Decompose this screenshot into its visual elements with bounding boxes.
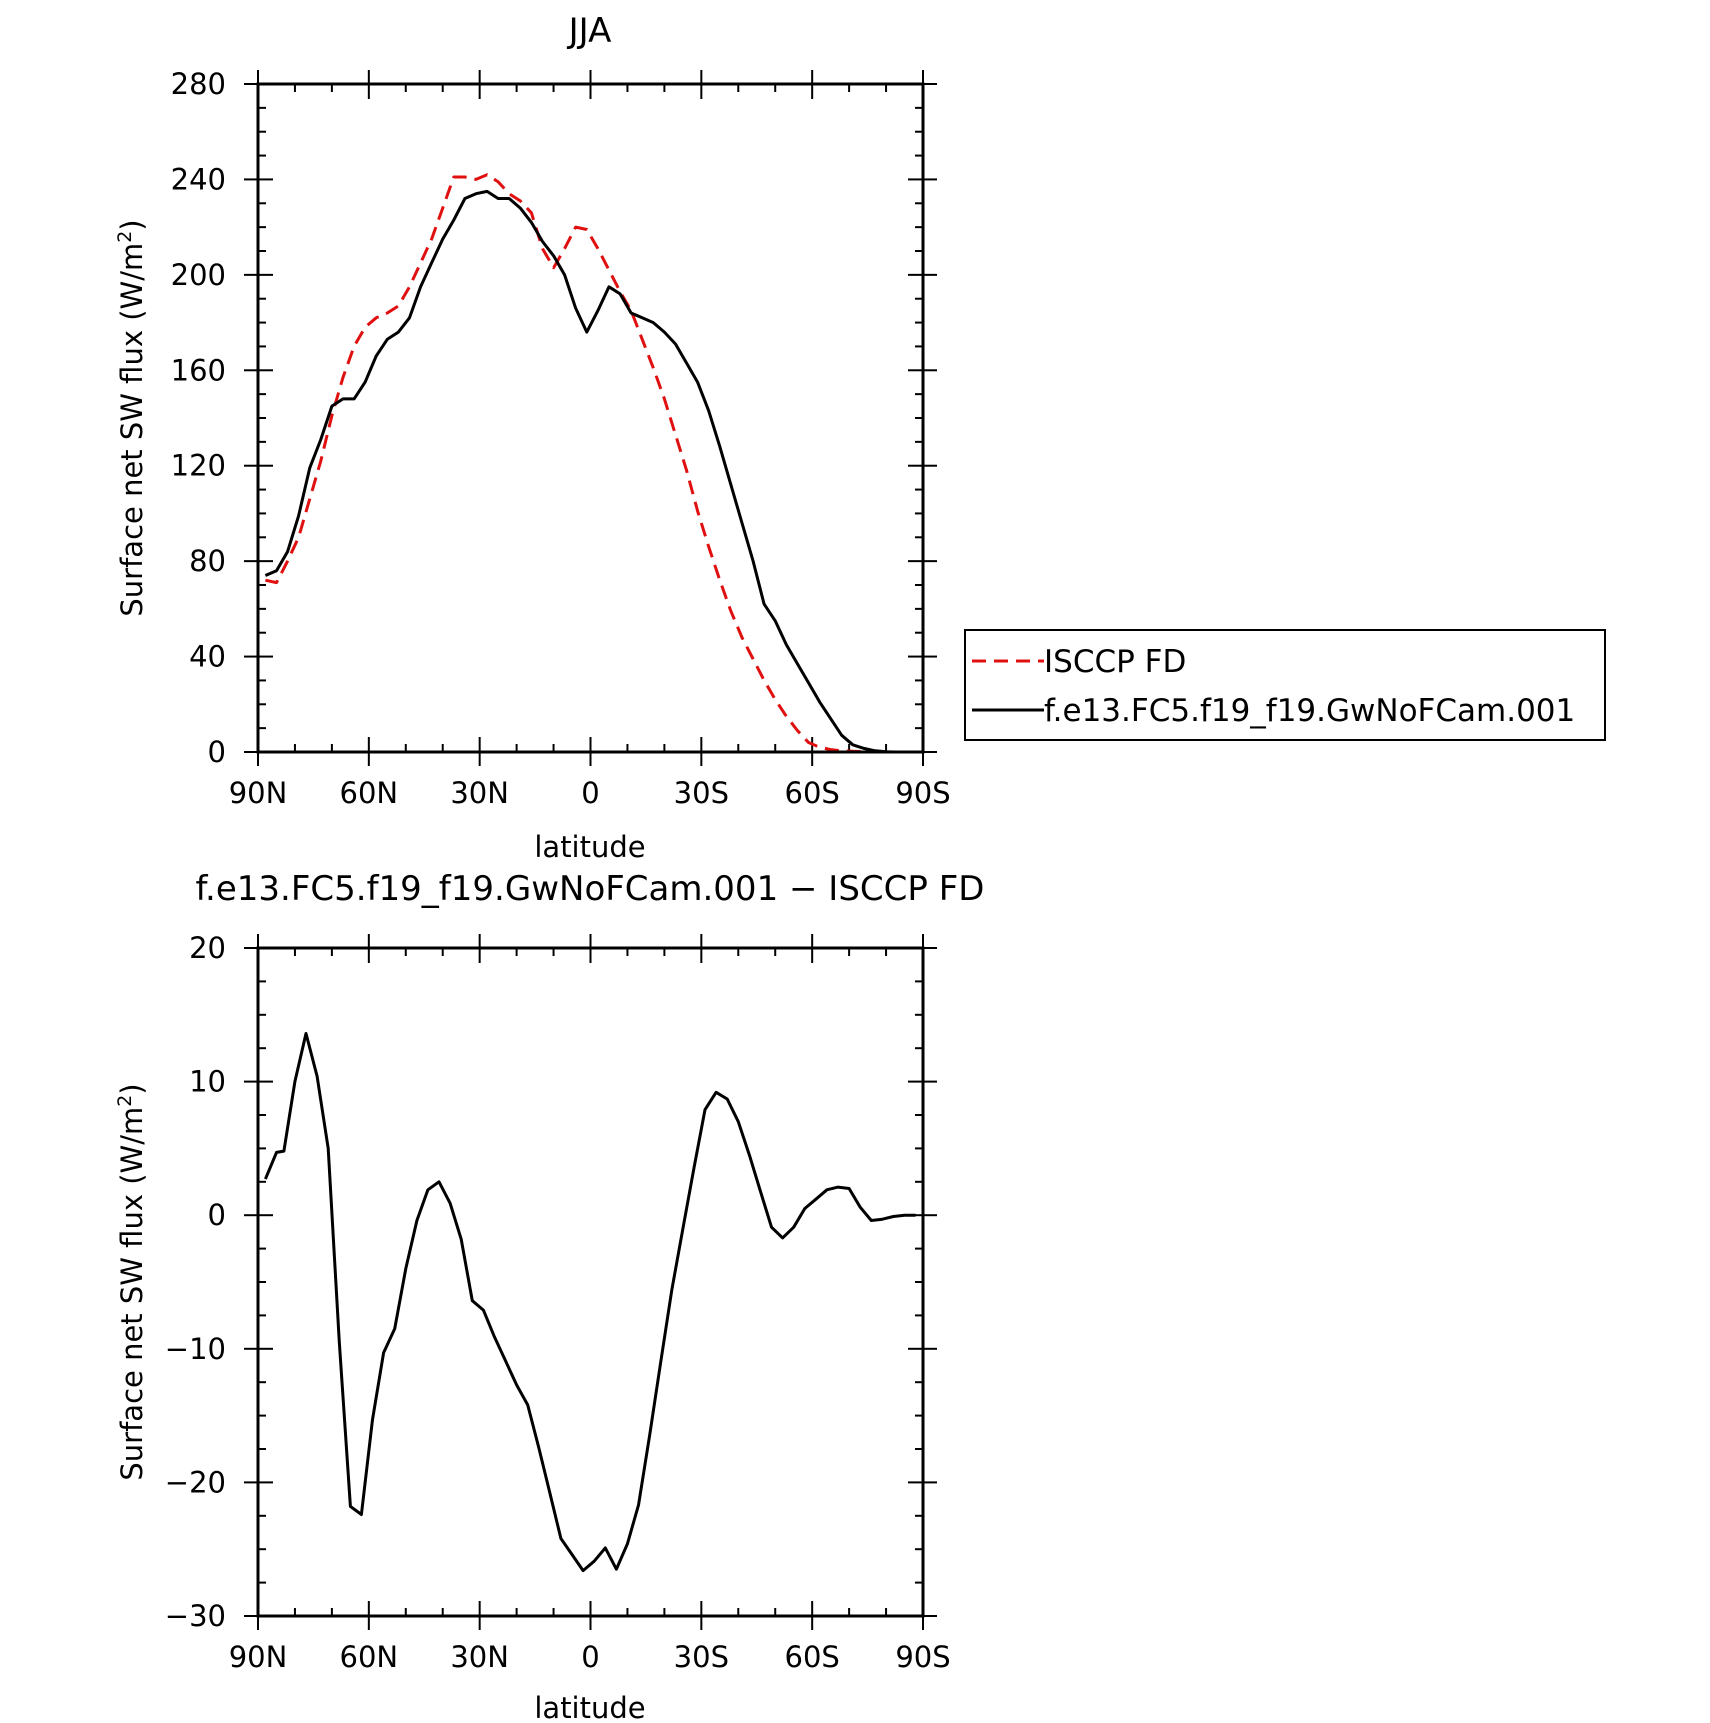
- x-tick-label: 30S: [674, 1640, 729, 1674]
- x-tick-label: 60N: [340, 1640, 399, 1674]
- bottom-plot-frame: [256, 946, 925, 1618]
- bottom-series-group: [264, 1032, 916, 1573]
- x-tick-label: 90N: [229, 776, 288, 810]
- top-x-axis-label: latitude: [534, 830, 645, 864]
- bottom-x-axis-label: latitude: [534, 1691, 645, 1723]
- series-line-model: [264, 189, 916, 754]
- x-tick-label: 60S: [785, 776, 840, 810]
- bottom-tick-labels: 90N 60N 30N 0 30S 60S 90S −30 −20 −10 0 10 20: [165, 931, 951, 1674]
- legend-label-model: f.e13.FC5.f19_f19.GwNoFCam.001: [1044, 693, 1575, 729]
- top-panel: JJA 90N 60N 30N 0 30S 60S 90S 0 40 80 120 160 200 240…: [114, 11, 1606, 864]
- x-tick-label: 0: [581, 776, 599, 810]
- y-tick-label: 40: [189, 640, 226, 674]
- bottom-y-axis-label: Surface net SW flux (W/m2): [114, 1083, 149, 1480]
- x-tick-label: 90N: [229, 1640, 288, 1674]
- y-tick-label: 0: [208, 735, 226, 769]
- x-tick-label: 30N: [450, 776, 509, 810]
- top-tick-marks: [244, 70, 937, 766]
- bottom-tick-marks: [244, 934, 937, 1630]
- series-line-isccp: [265, 173, 916, 754]
- x-tick-label: 90S: [895, 776, 950, 810]
- legend-box: [964, 629, 1606, 741]
- legend-label-isccp: ISCCP FD: [1044, 644, 1186, 680]
- bottom-panel: f.e13.FC5.f19_f19.GwNoFCam.001 − ISCCP F…: [114, 869, 984, 1723]
- y-tick-label: 10: [189, 1065, 226, 1099]
- x-tick-label: 30S: [674, 776, 729, 810]
- bottom-chart-title: f.e13.FC5.f19_f19.GwNoFCam.001 − ISCCP F…: [196, 869, 985, 909]
- y-tick-label: −30: [165, 1599, 226, 1633]
- y-tick-label: 120: [171, 449, 226, 483]
- x-tick-label: 30N: [450, 1640, 509, 1674]
- y-tick-label: −20: [165, 1465, 226, 1499]
- y-tick-label: 0: [208, 1198, 226, 1232]
- legend-entry-model: f.e13.FC5.f19_f19.GwNoFCam.001: [972, 693, 1575, 729]
- x-tick-label: 60S: [785, 1640, 840, 1674]
- top-y-axis-label: Surface net SW flux (W/m2): [114, 219, 149, 616]
- difference-line: [264, 1032, 916, 1573]
- y-tick-label: 280: [171, 67, 226, 101]
- top-series-group: [264, 173, 916, 754]
- top-plot-frame: [256, 82, 925, 754]
- y-tick-label: 200: [171, 258, 226, 292]
- x-tick-label: 90S: [895, 1640, 950, 1674]
- x-tick-label: 60N: [340, 776, 399, 810]
- y-tick-label: 80: [189, 544, 226, 578]
- legend-entry-isccp: ISCCP FD: [972, 644, 1186, 680]
- top-chart-title: JJA: [567, 11, 612, 51]
- y-tick-label: 160: [171, 353, 226, 387]
- top-tick-labels: 90N 60N 30N 0 30S 60S 90S 0 40 80 120 160 200 240 280: [171, 67, 951, 810]
- y-tick-label: 240: [171, 162, 226, 196]
- y-tick-label: 20: [189, 931, 226, 965]
- x-tick-label: 0: [581, 1640, 599, 1674]
- top-legend: ISCCP FD f.e13.FC5.f19_f19.GwNoFCam.001: [964, 629, 1606, 741]
- y-tick-label: −10: [165, 1332, 226, 1366]
